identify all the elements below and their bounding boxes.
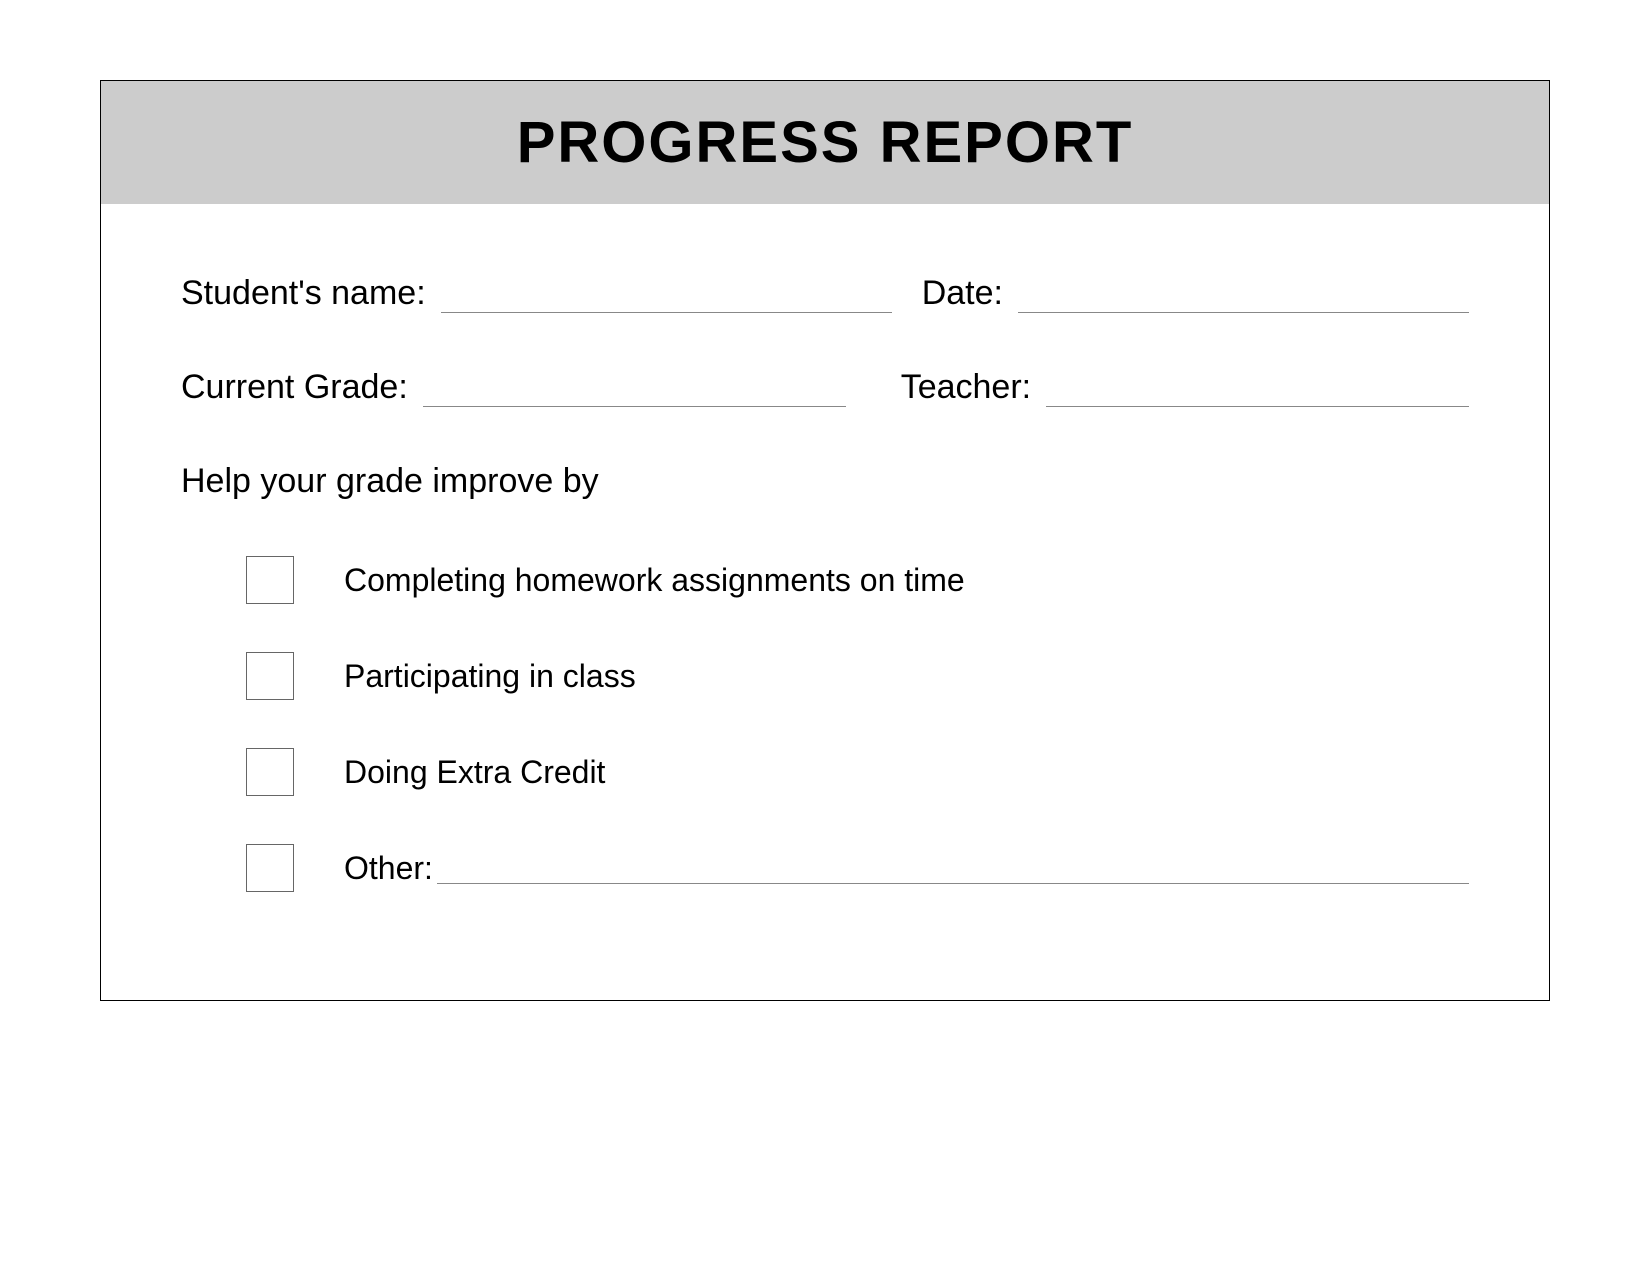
checklist: Completing homework assignments on time … xyxy=(181,556,1469,892)
check-label-homework: Completing homework assignments on time xyxy=(344,562,965,599)
student-name-label: Student's name: xyxy=(181,274,426,313)
checkbox-extra-credit[interactable] xyxy=(246,748,294,796)
check-item-extra-credit: Doing Extra Credit xyxy=(246,748,1469,796)
form-body: Student's name: Date: Current Grade: Tea… xyxy=(101,204,1549,1000)
student-name-input[interactable] xyxy=(441,279,892,313)
check-label-extra-credit: Doing Extra Credit xyxy=(344,754,605,791)
checkbox-participating[interactable] xyxy=(246,652,294,700)
check-item-participating: Participating in class xyxy=(246,652,1469,700)
date-input[interactable] xyxy=(1018,279,1469,313)
instruction-text: Help your grade improve by xyxy=(181,462,1469,501)
form-title: PROGRESS REPORT xyxy=(102,109,1548,176)
teacher-label: Teacher: xyxy=(901,368,1031,407)
check-label-other: Other: xyxy=(344,850,433,887)
checkbox-other[interactable] xyxy=(246,844,294,892)
check-item-homework: Completing homework assignments on time xyxy=(246,556,1469,604)
date-label: Date: xyxy=(922,274,1003,313)
row-grade-teacher: Current Grade: Teacher: xyxy=(181,368,1469,407)
checkbox-homework[interactable] xyxy=(246,556,294,604)
current-grade-input[interactable] xyxy=(423,373,846,407)
check-item-other: Other: xyxy=(246,844,1469,892)
check-label-participating: Participating in class xyxy=(344,658,636,695)
header-bar: PROGRESS REPORT xyxy=(101,81,1549,204)
teacher-input[interactable] xyxy=(1046,373,1469,407)
row-student-date: Student's name: Date: xyxy=(181,274,1469,313)
progress-report-form: PROGRESS REPORT Student's name: Date: Cu… xyxy=(100,80,1550,1001)
current-grade-label: Current Grade: xyxy=(181,368,408,407)
other-input-line[interactable] xyxy=(437,852,1469,884)
